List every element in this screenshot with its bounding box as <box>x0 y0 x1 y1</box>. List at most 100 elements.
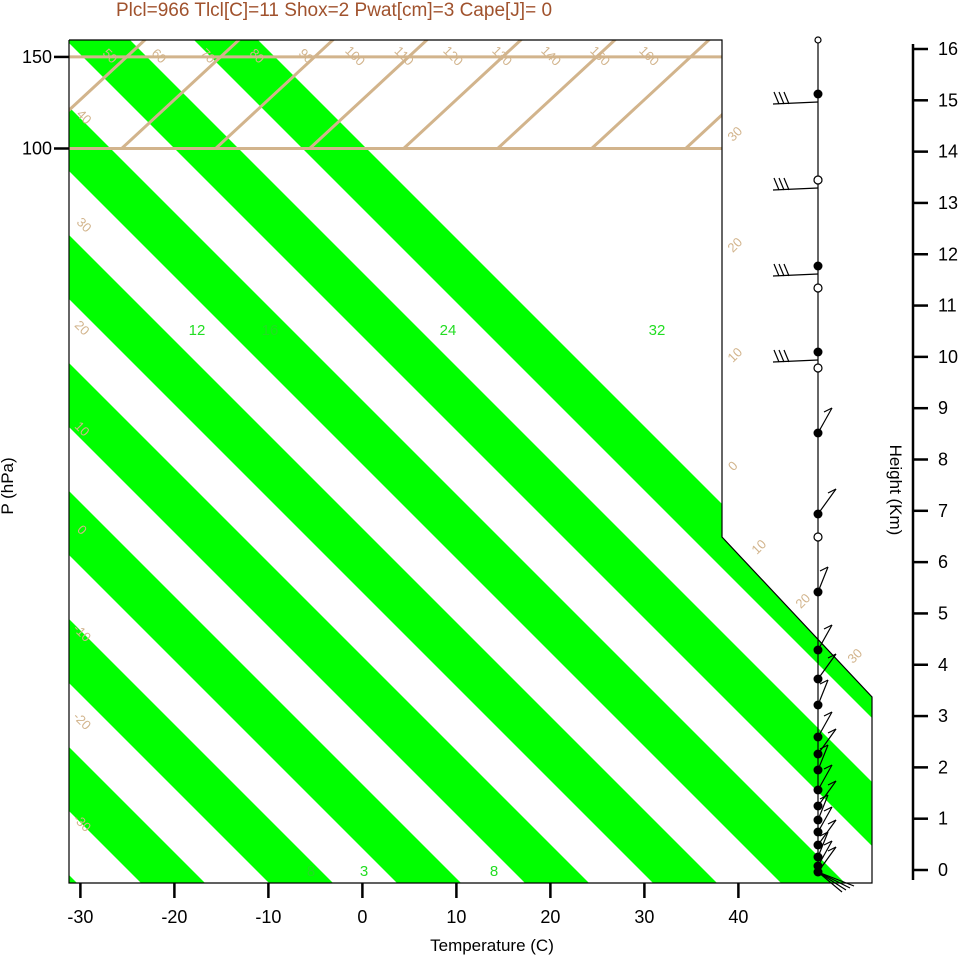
adiabat-band <box>154 40 872 883</box>
wind-barb-feather <box>819 566 829 572</box>
wind-barb <box>817 653 837 680</box>
wind-barb <box>817 744 829 771</box>
height-tick-label: 13 <box>938 193 958 213</box>
adiabat-band <box>69 40 350 883</box>
adiabat-band <box>69 40 734 883</box>
wind-barb-feather <box>823 624 833 630</box>
isotherm-label: 20 <box>724 234 745 255</box>
x-tick-label: -10 <box>255 907 281 927</box>
height-tick-label: 7 <box>938 501 948 521</box>
x-tick-label: 0 <box>357 907 367 927</box>
wind-open-dot <box>813 363 823 373</box>
isotherm-line <box>496 40 872 150</box>
isotherm-label: 100 <box>342 43 368 69</box>
wind-barb <box>817 846 837 873</box>
isotherm-labels: 50 60 70 80 90 100 110 120 130 140 150 160403020100… <box>70 43 865 835</box>
wind-open-dot <box>813 283 823 293</box>
wind-barb-feather <box>827 653 837 659</box>
wind-barb-column <box>772 36 855 893</box>
isotherm-line <box>590 40 872 150</box>
y-axis: 1001502002503004005007008501000 <box>22 0 69 159</box>
wind-barb-feather <box>778 263 785 277</box>
isotherm-label: 20 <box>72 317 93 338</box>
wind-barb-feather <box>827 728 837 734</box>
isotherm-line <box>684 40 872 150</box>
height-tick-label: 16 <box>938 39 958 59</box>
height-tick-label: 2 <box>938 757 948 777</box>
height-tick-label: 14 <box>938 142 958 162</box>
wind-barb <box>817 764 833 791</box>
mixing-ratio-label: 16 <box>262 322 279 339</box>
adiabat-band <box>69 40 606 883</box>
x-tick-label: 20 <box>540 907 560 927</box>
wind-barb-feather <box>827 819 837 825</box>
wind-barb-feather <box>783 177 790 191</box>
wind-barb-feather <box>823 407 833 413</box>
height-tick-label: 1 <box>938 809 948 829</box>
mixing-ratio-label: 32 <box>649 322 666 339</box>
y-tick-label: 200 <box>22 0 52 2</box>
isotherm-label: 30 <box>844 645 865 666</box>
wind-barb <box>817 831 829 858</box>
wind-barb-feather <box>819 831 829 837</box>
isotherm-line <box>874 0 961 149</box>
isotherm-label: 110 <box>392 43 417 68</box>
wind-barb <box>772 101 819 105</box>
x-tick-label: -30 <box>67 907 93 927</box>
isotherm-line <box>778 40 872 150</box>
height-tick-label: 15 <box>938 90 958 110</box>
wind-dot <box>813 261 823 271</box>
mixing-ratio-labels: 12 16 24 32 8 3 8 <box>189 322 666 880</box>
isotherm-label: 30 <box>724 123 745 144</box>
height-tick-label: 11 <box>938 296 957 316</box>
wind-barb-feather <box>773 263 780 277</box>
height-tick-label: 6 <box>938 552 948 572</box>
wind-barb-feather <box>778 177 785 191</box>
height-tick-label: 0 <box>938 860 948 880</box>
isotherm-line <box>120 40 697 150</box>
mixing-ratio-label: 3 <box>360 863 368 880</box>
height-axis-title: Height (Km) <box>886 445 905 536</box>
wind-barb-feather <box>823 711 833 717</box>
wind-barb-feather <box>783 263 790 277</box>
wind-barb <box>772 359 819 363</box>
wind-barb-feather <box>827 780 837 786</box>
isotherm-label: 20 <box>792 590 813 611</box>
x-axis: -30 -20 -10 0 10 20 30 40 <box>67 883 748 927</box>
height-tick-label: 5 <box>938 603 948 623</box>
wind-barb <box>817 794 829 821</box>
wind-open-dot <box>814 36 822 44</box>
x-tick-label: -20 <box>161 907 187 927</box>
height-tick-label: 4 <box>938 655 948 675</box>
wind-barb <box>817 624 833 651</box>
adiabat-band <box>69 40 478 883</box>
isotherm-label: 0 <box>725 458 741 474</box>
mixing-ratio-label: 12 <box>189 322 206 339</box>
wind-barb-feather <box>817 871 855 887</box>
plot-frame <box>68 39 873 884</box>
wind-barb-feather <box>778 349 785 363</box>
isotherm-label: 160 <box>636 43 662 69</box>
wind-barb <box>772 273 819 277</box>
wind-barb-feather <box>778 91 785 105</box>
y-tick-label: 100 <box>22 139 52 159</box>
wind-barb-feather <box>773 91 780 105</box>
isotherm-label: -20 <box>70 709 94 733</box>
height-tick-label: 8 <box>938 450 948 470</box>
wind-barb-feather <box>819 679 829 685</box>
wind-barb-feather <box>823 806 833 812</box>
isotherm-line <box>214 40 791 150</box>
isotherm-line <box>69 40 603 150</box>
height-tick-label: 9 <box>938 398 948 418</box>
height-tick-label: 3 <box>938 706 948 726</box>
wind-barb <box>817 679 829 706</box>
wind-barb-feather <box>823 840 833 846</box>
wind-barb <box>817 407 833 434</box>
wind-barb <box>817 806 833 833</box>
wind-barb-feather <box>827 846 837 852</box>
height-tick-label: 12 <box>938 244 958 264</box>
